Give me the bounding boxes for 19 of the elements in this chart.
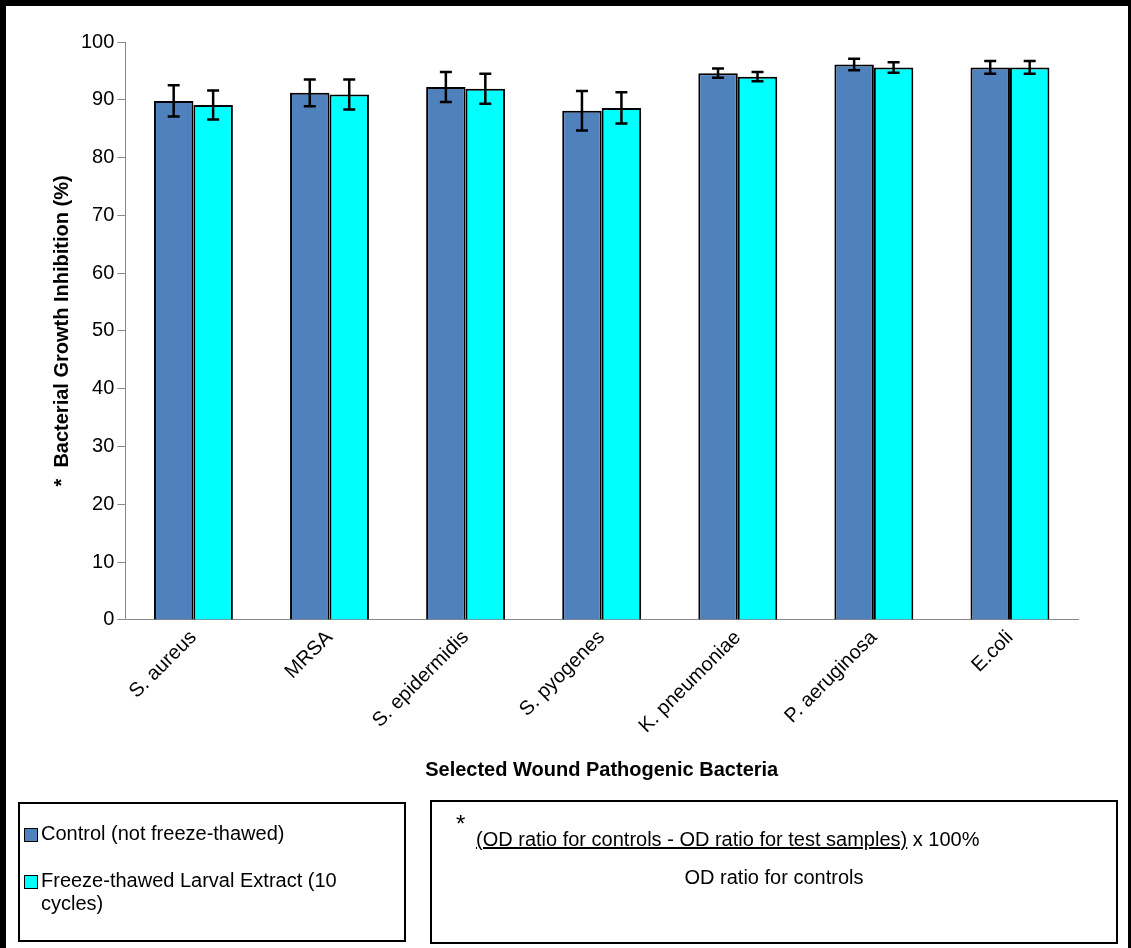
legend-label: Freeze-thawed Larval Extract (10 cycles) [41, 869, 338, 915]
text: (OD ratio for controls - OD ratio for test samples) [476, 828, 908, 850]
y-tick-label: 10 [92, 549, 115, 572]
y-tick-label: 60 [92, 260, 115, 283]
y-axis-title: * Bacterial Growth Inhibition (%) [49, 175, 72, 487]
y-tick-label: 30 [92, 434, 115, 457]
legend-label: Control (not freeze-thawed) [41, 822, 285, 845]
y-tick-label: 70 [92, 202, 115, 225]
text: OD ratio for controls [683, 866, 865, 889]
y-tick-label: 20 [92, 491, 115, 514]
y-tick-label: 0 [103, 607, 115, 630]
y-tick-label: 50 [92, 318, 115, 341]
text: x 100% [912, 828, 980, 850]
y-tick-label: 80 [92, 145, 115, 168]
text: * [456, 810, 466, 838]
x-axis-title: Selected Wound Pathogenic Bacteria [425, 757, 780, 780]
y-tick-label: 90 [92, 87, 115, 110]
y-tick-label: 40 [92, 376, 115, 399]
y-tick-label: 100 [80, 29, 115, 52]
